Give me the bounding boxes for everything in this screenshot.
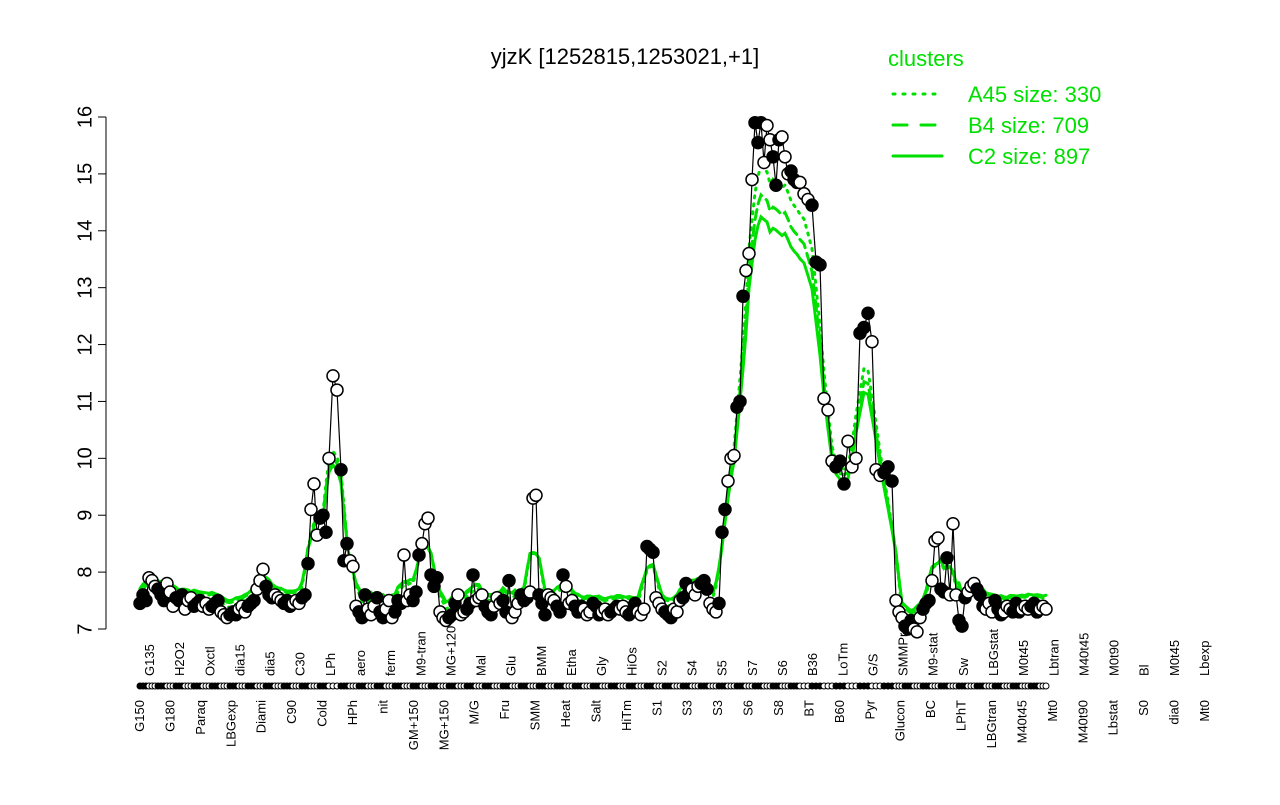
svg-text:BC: BC	[923, 700, 938, 718]
svg-text:Salt: Salt	[588, 700, 603, 723]
svg-text:G135: G135	[142, 644, 157, 676]
svg-text:Pyr: Pyr	[862, 699, 877, 719]
svg-text:HiTm: HiTm	[619, 700, 634, 731]
svg-text:Lbstat: Lbstat	[1106, 700, 1121, 736]
svg-text:LPhT: LPhT	[954, 700, 969, 731]
svg-text:S4: S4	[685, 660, 700, 676]
svg-text:B60: B60	[832, 700, 847, 723]
svg-text:S2: S2	[654, 660, 669, 676]
svg-text:dia0: dia0	[1167, 700, 1182, 725]
svg-text:G/S: G/S	[865, 653, 880, 676]
svg-text:clusters: clusters	[888, 46, 964, 71]
svg-text:LBGexp: LBGexp	[223, 700, 238, 747]
svg-text:G150: G150	[132, 700, 147, 732]
cluster-lines	[138, 163, 1048, 621]
svg-text:Heat: Heat	[558, 700, 573, 728]
svg-text:MG+120: MG+120	[443, 626, 458, 676]
svg-text:LBGtran: LBGtran	[984, 700, 999, 748]
svg-text:M9-tran: M9-tran	[413, 631, 428, 676]
svg-text:Mal: Mal	[474, 655, 489, 676]
chart-title: yjzK [1252815,1253021,+1]	[490, 44, 760, 69]
svg-text:S6: S6	[775, 660, 790, 676]
svg-text:M9-stat: M9-stat	[926, 632, 941, 676]
svg-text:HPh: HPh	[345, 700, 360, 725]
svg-text:11: 11	[74, 391, 96, 412]
svg-text:Cold: Cold	[315, 700, 330, 727]
svg-text:Diami: Diami	[254, 700, 269, 733]
svg-text:S1: S1	[649, 700, 664, 716]
svg-text:LPh: LPh	[323, 653, 338, 676]
svg-text:S5: S5	[715, 660, 730, 676]
svg-text:M/G: M/G	[467, 700, 482, 725]
svg-text:BT: BT	[801, 700, 816, 717]
svg-text:Bl: Bl	[1137, 664, 1152, 676]
expression-series	[133, 115, 1053, 639]
svg-text:S0: S0	[1136, 700, 1151, 716]
svg-text:B36: B36	[805, 653, 820, 676]
svg-text:M40t90: M40t90	[1075, 700, 1090, 743]
svg-text:14: 14	[74, 220, 96, 242]
svg-text:HiOs: HiOs	[624, 647, 639, 676]
svg-text:H2O2: H2O2	[172, 642, 187, 676]
svg-text:S8: S8	[771, 700, 786, 716]
svg-text:G180: G180	[162, 700, 177, 732]
svg-text:10: 10	[74, 447, 96, 469]
svg-text:9: 9	[74, 510, 96, 521]
svg-text:Paraq: Paraq	[193, 700, 208, 735]
svg-text:nit: nit	[375, 700, 390, 714]
svg-text:Etha: Etha	[564, 648, 579, 676]
svg-text:GM+150: GM+150	[406, 700, 421, 750]
svg-text:A45 size: 330: A45 size: 330	[968, 82, 1101, 107]
svg-text:SMM: SMM	[528, 700, 543, 730]
svg-text:Mt0: Mt0	[1197, 700, 1212, 722]
svg-text:S6: S6	[741, 700, 756, 716]
svg-text:13: 13	[74, 277, 96, 299]
svg-text:aero: aero	[353, 650, 368, 676]
svg-text:15: 15	[74, 163, 96, 185]
svg-text:C30: C30	[293, 652, 308, 676]
svg-text:M40t45: M40t45	[1076, 633, 1091, 676]
condition-rug	[136, 682, 1050, 690]
svg-text:C2 size: 897: C2 size: 897	[968, 144, 1090, 169]
svg-text:C90: C90	[284, 700, 299, 724]
svg-text:S7: S7	[745, 660, 760, 676]
svg-text:LoTm: LoTm	[835, 643, 850, 676]
svg-text:M40t45: M40t45	[1014, 700, 1029, 743]
svg-text:Gly: Gly	[594, 656, 609, 676]
svg-text:M0t45: M0t45	[1016, 640, 1031, 676]
svg-text:8: 8	[74, 567, 96, 578]
svg-text:M0t90: M0t90	[1107, 640, 1122, 676]
svg-text:Glu: Glu	[504, 656, 519, 676]
svg-text:12: 12	[74, 333, 96, 355]
svg-text:16: 16	[74, 106, 96, 128]
svg-text:M0t45: M0t45	[1167, 640, 1182, 676]
svg-text:S3: S3	[710, 700, 725, 716]
x-tick-labels: G150 G180 Paraq LBGexp Diami C90 Cold HPh nit GM+…	[132, 626, 1212, 750]
svg-text:Fru: Fru	[497, 700, 512, 720]
svg-text:SMMPr: SMMPr	[896, 632, 911, 676]
svg-text:7: 7	[74, 623, 96, 634]
svg-text:BMM: BMM	[534, 646, 549, 676]
svg-text:Sw: Sw	[956, 657, 971, 676]
svg-text:B4 size: 709: B4 size: 709	[968, 113, 1089, 138]
svg-text:LBGstat: LBGstat	[986, 629, 1001, 676]
svg-text:Glucon: Glucon	[893, 700, 908, 741]
svg-text:Mt0: Mt0	[1045, 700, 1060, 722]
svg-text:dia5: dia5	[263, 651, 278, 676]
svg-text:ferm: ferm	[383, 650, 398, 676]
svg-text:MG+150: MG+150	[436, 700, 451, 750]
svg-text:dia15: dia15	[232, 644, 247, 676]
y-axis: 7 8 9 10 11 12 13 14 15 16	[74, 106, 107, 635]
svg-text:Lbexp: Lbexp	[1197, 641, 1212, 676]
svg-text:Oxctl: Oxctl	[202, 646, 217, 676]
svg-text:Lbtran: Lbtran	[1046, 639, 1061, 676]
svg-text:S3: S3	[680, 700, 695, 716]
